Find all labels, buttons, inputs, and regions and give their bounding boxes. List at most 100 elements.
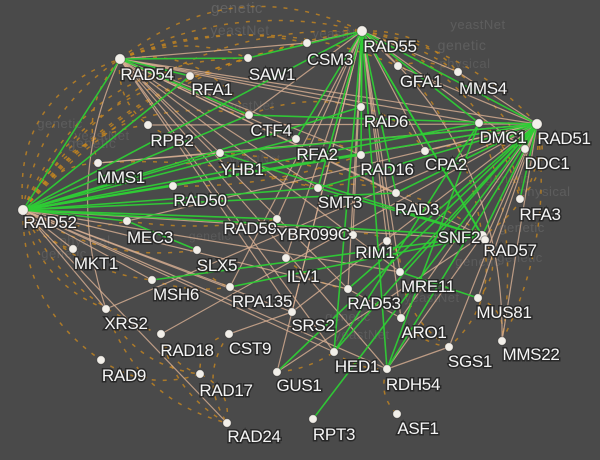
node-label-RAD52: RAD52 <box>23 213 76 232</box>
node-RAD52[interactable] <box>17 204 29 216</box>
node-RAD54[interactable] <box>114 53 126 65</box>
edge-RDH54-SGS1 <box>386 346 450 370</box>
node-ASF1[interactable] <box>392 409 402 419</box>
node-DMC1[interactable] <box>474 118 484 128</box>
node-label-RAD18: RAD18 <box>160 341 213 360</box>
edge-RAD54-SAW1 <box>119 57 249 60</box>
edge-RAD54-HED1 <box>119 58 335 353</box>
node-RPB2[interactable] <box>143 120 153 130</box>
watermark-text: physical <box>520 184 571 199</box>
edge-RAD55-DMC1 <box>361 30 480 124</box>
node-MRE11[interactable] <box>395 267 405 277</box>
node-label-ARO1: ARO1 <box>401 323 446 342</box>
node-label-RIM1: RIM1 <box>355 243 394 262</box>
watermark-text: genetic <box>37 116 82 131</box>
edge-ILV1-RAD53 <box>285 257 349 290</box>
node-HED1[interactable] <box>329 347 339 357</box>
node-CSM3[interactable] <box>302 38 312 48</box>
node-label-SGS1: SGS1 <box>448 352 492 371</box>
node-XRS2[interactable] <box>101 304 111 314</box>
label-layer: RAD54 SAW1 RFA1 CSM3 RAD55 GFA1 MMS4 RPB2 CTF4 RA… <box>22 36 593 448</box>
node-ARO1[interactable] <box>396 313 406 323</box>
edge-RAD52-MKT1 <box>22 209 74 250</box>
edge-RAD52-SAW1 <box>22 57 249 211</box>
node-label-HED1: HED1 <box>335 357 379 376</box>
node-SGS1[interactable] <box>444 342 454 352</box>
edge-RAD55-HED1 <box>333 30 363 353</box>
node-RAD9[interactable] <box>96 355 106 365</box>
watermark-text: yeastNet <box>210 22 269 38</box>
node-label-CTF4: CTF4 <box>250 121 291 140</box>
genetic-edge-layer <box>22 30 538 420</box>
node-ILV1[interactable] <box>281 253 291 263</box>
edge-SNF2-SMT3 <box>317 187 483 237</box>
node-CST9[interactable] <box>224 329 234 339</box>
node-label-RAD59: RAD59 <box>223 219 276 238</box>
node-label-RAD17: RAD17 <box>199 381 252 400</box>
node-RAD51[interactable] <box>531 118 543 130</box>
node-label-RPT3: RPT3 <box>313 425 355 444</box>
node-CPA2[interactable] <box>420 146 430 156</box>
node-RIM1[interactable] <box>382 236 392 246</box>
node-SMT3[interactable] <box>313 183 323 193</box>
node-MEC3[interactable] <box>122 216 132 226</box>
node-MMS22[interactable] <box>497 336 507 346</box>
node-RAD18[interactable] <box>156 329 166 339</box>
node-RAD55[interactable] <box>356 25 368 37</box>
node-SLX5[interactable] <box>192 245 202 255</box>
node-GUS1[interactable] <box>272 367 282 377</box>
node-MSH6[interactable] <box>147 275 157 285</box>
node-MKT1[interactable] <box>68 244 78 254</box>
edge-RAD54-DMC1 <box>119 58 480 124</box>
node-RAD17[interactable] <box>195 369 205 379</box>
node-RAD24[interactable] <box>222 418 232 428</box>
edge-RAD53-ARO1 <box>347 288 402 319</box>
node-YHB1[interactable] <box>215 148 225 158</box>
node-RDH54[interactable] <box>382 364 392 374</box>
edge-RAD51-YHB1 <box>219 123 538 154</box>
node-RFA1[interactable] <box>185 71 195 81</box>
node-RFA2[interactable] <box>291 134 301 144</box>
node-RAD57[interactable] <box>480 235 490 245</box>
node-CTF4[interactable] <box>244 110 254 120</box>
edge-DMC1-MMS22 <box>478 122 509 342</box>
node-label-MMS4: MMS4 <box>459 79 507 98</box>
node-RAD59[interactable] <box>272 214 282 224</box>
node-MMS4[interactable] <box>453 67 463 77</box>
node-RAD16[interactable] <box>356 150 366 160</box>
node-SAW1[interactable] <box>243 53 253 63</box>
node-MUS81[interactable] <box>473 293 483 303</box>
node-RAD3[interactable] <box>391 188 401 198</box>
edge-XRS2-RAD17 <box>105 308 201 375</box>
node-RAD50[interactable] <box>168 181 178 191</box>
node-RPA135[interactable] <box>225 282 235 292</box>
node-label-CPA2: CPA2 <box>425 155 467 174</box>
edge-RAD55-ARO1 <box>361 30 402 319</box>
node-RPT3[interactable] <box>308 414 318 424</box>
edge-RAD52-DMC1 <box>22 122 480 211</box>
node-label-RAD55: RAD55 <box>363 37 416 56</box>
edge-RAD52-SLX5 <box>22 209 198 254</box>
edge-RAD55-RAD51 <box>361 30 538 125</box>
edge-RAD54-CSM3 <box>119 34 308 60</box>
node-RAD6[interactable] <box>356 102 366 112</box>
node-SRS2[interactable] <box>287 307 297 317</box>
edge-RAD52-RFA1 <box>22 75 191 211</box>
node-MMS1[interactable] <box>93 158 103 168</box>
edge-RAD52-RAD55 <box>22 30 363 211</box>
edge-MRE11-MUS81 <box>399 271 479 299</box>
node-RFA3[interactable] <box>515 194 525 204</box>
edge-RAD55-RDH54 <box>361 30 388 370</box>
node-label-SRS2: SRS2 <box>291 316 334 335</box>
node-label-RAD9: RAD9 <box>102 366 146 385</box>
node-GFA1[interactable] <box>393 61 403 71</box>
edge-RAD55-SRS2 <box>291 30 363 313</box>
node-YBR099C[interactable] <box>348 230 358 240</box>
node-label-RAD51: RAD51 <box>537 129 590 148</box>
edge-RAD52-CTF4 <box>22 114 250 211</box>
node-DDC1[interactable] <box>520 144 530 154</box>
node-label-CST9: CST9 <box>229 339 271 358</box>
node-RAD53[interactable] <box>343 284 353 294</box>
